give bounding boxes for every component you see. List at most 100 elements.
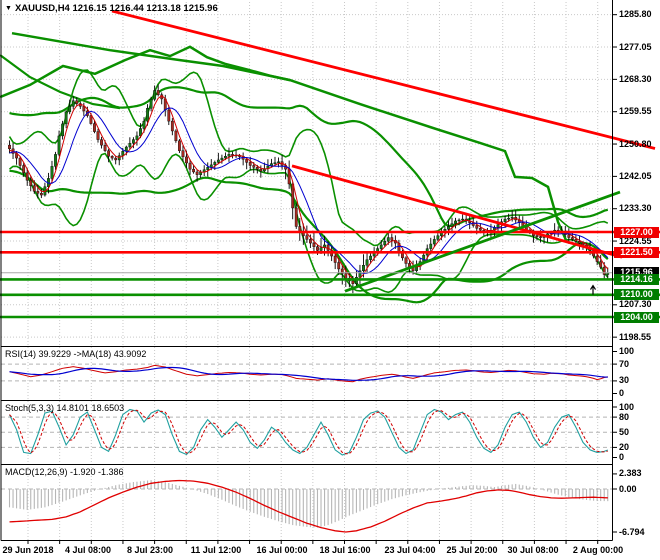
- candle-body: [461, 218, 465, 221]
- candle-body: [36, 191, 40, 194]
- candle-body: [248, 162, 252, 166]
- candle-body: [319, 247, 323, 251]
- candle-body: [294, 207, 298, 227]
- candle-body: [181, 150, 185, 158]
- candle-body: [156, 90, 160, 95]
- candle-body: [220, 157, 224, 161]
- candle-body: [454, 220, 457, 224]
- candle-body: [344, 273, 348, 279]
- stoch-scale-label: 50: [619, 426, 630, 437]
- long-ma-descending: [11, 31, 568, 241]
- candle-body: [153, 90, 157, 100]
- candle-body: [174, 130, 178, 142]
- candle-body: [510, 217, 514, 219]
- candle-body: [170, 120, 174, 132]
- candle-body: [110, 156, 114, 159]
- candle-body: [25, 172, 29, 181]
- candle-body: [199, 172, 203, 175]
- candle-body: [432, 239, 436, 245]
- candle-body: [570, 237, 574, 240]
- price-arrow-marker: [589, 284, 597, 295]
- candle-body: [192, 168, 195, 173]
- candle-body: [365, 259, 369, 266]
- candle-body: [351, 280, 355, 284]
- candle-body: [386, 237, 390, 242]
- candle-body: [383, 241, 387, 246]
- resistance-trendline-short[interactable]: [291, 164, 623, 259]
- candle-body: [259, 168, 263, 172]
- upper-band-left-edge: [0, 54, 121, 110]
- candle-body: [29, 180, 33, 186]
- time-axis-label: 2 Aug 00:00: [572, 545, 624, 555]
- price-tick-label: 1277.05: [619, 41, 652, 52]
- candle-body: [535, 235, 539, 237]
- candle-body: [18, 157, 22, 166]
- candle-body: [93, 123, 96, 132]
- candle-body: [333, 255, 337, 263]
- candle-body: [107, 150, 111, 157]
- candle-body: [39, 192, 43, 196]
- candle-body: [149, 99, 153, 109]
- price-tick-label: 1259.55: [619, 106, 652, 117]
- price-tick-label: 1242.05: [619, 170, 652, 181]
- bollinger-lower-band-1: [9, 169, 609, 304]
- candle-body: [255, 167, 259, 170]
- rsi-scale-label: 70: [619, 358, 630, 369]
- stoch-k-line: [9, 408, 608, 456]
- candle-body: [273, 162, 277, 164]
- candle-body: [146, 107, 149, 122]
- candle-body: [595, 255, 599, 262]
- candle-body: [447, 226, 450, 230]
- candle-body: [539, 236, 542, 238]
- candle-body: [457, 219, 461, 222]
- support-trendline-rising[interactable]: [344, 190, 621, 293]
- rsi-scale-label: 100: [619, 346, 635, 356]
- candle-body: [96, 131, 100, 140]
- candle-body: [206, 167, 210, 170]
- candle-body: [57, 135, 61, 155]
- chart-title-text: XAUUSD,H4 1216.15 1216.44 1213.18 1215.9…: [14, 3, 218, 14]
- candle-body: [103, 144, 107, 151]
- chart-dropdown-icon[interactable]: ▼: [5, 5, 12, 12]
- candle-body: [231, 154, 234, 156]
- time-axis-label: 4 Jul 08:00: [64, 545, 112, 555]
- price-tick-label: 1268.30: [619, 73, 652, 84]
- stoch-d-line: [9, 409, 608, 455]
- candle-body: [478, 228, 482, 231]
- candle-body: [64, 111, 68, 125]
- candle-body: [312, 242, 316, 247]
- candle-body: [475, 225, 479, 229]
- candle-body: [429, 243, 433, 249]
- candle-body: [599, 261, 603, 268]
- price-badge-1204.00: 1204.00: [614, 311, 659, 323]
- stoch-scale-label: 20: [619, 441, 630, 452]
- candle-body: [32, 185, 36, 192]
- candle-body: [390, 237, 394, 241]
- candle-body: [71, 100, 75, 107]
- rsi-scale-label: 30: [619, 375, 630, 386]
- candle-body: [8, 144, 11, 150]
- time-axis-label: 29 Jun 2018: [2, 545, 54, 555]
- price-badge-1227.00: 1227.00: [614, 226, 659, 238]
- candle-body: [245, 159, 249, 163]
- candle-body: [309, 239, 312, 244]
- candle-body: [450, 223, 454, 227]
- candle-body: [379, 244, 383, 249]
- time-axis-label: 8 Jul 23:00: [126, 545, 174, 555]
- candle-body: [114, 157, 118, 161]
- stoch-indicator-label: Stoch(5,3,3) 14.8101 18.6503: [5, 403, 125, 413]
- candle-body: [252, 165, 256, 168]
- resistance-trendline-long[interactable]: [111, 9, 656, 150]
- time-axis-label: 16 Jul 00:00: [256, 545, 308, 555]
- price-tick-label: 1224.55: [619, 235, 652, 246]
- candle-body: [195, 171, 199, 175]
- macd-scale-label: 2.383: [619, 468, 642, 479]
- candle-body: [142, 120, 146, 129]
- candle-body: [68, 106, 72, 113]
- candle-body: [298, 226, 302, 232]
- price-tick-label: 1250.80: [619, 138, 652, 149]
- candle-body: [337, 262, 341, 270]
- candle-body: [54, 154, 57, 167]
